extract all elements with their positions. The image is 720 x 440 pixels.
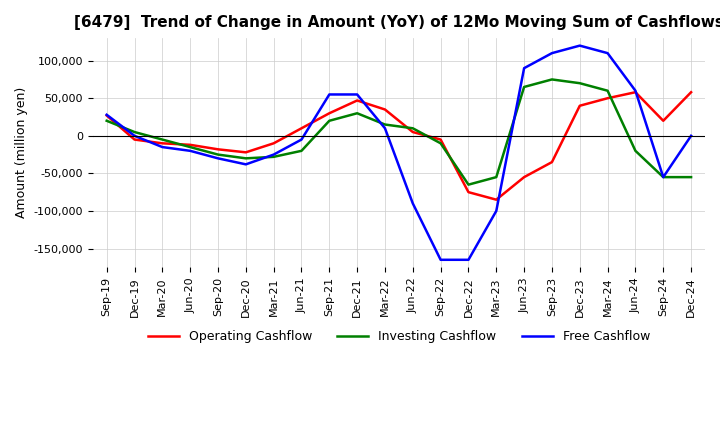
Free Cashflow bbox=[353, 92, 361, 97]
Operating Cashflow bbox=[214, 147, 222, 152]
Investing Cashflow bbox=[241, 156, 250, 161]
Investing Cashflow bbox=[631, 148, 640, 154]
Investing Cashflow bbox=[297, 148, 306, 154]
Legend: Operating Cashflow, Investing Cashflow, Free Cashflow: Operating Cashflow, Investing Cashflow, … bbox=[143, 325, 655, 348]
Free Cashflow bbox=[130, 133, 139, 139]
Y-axis label: Amount (million yen): Amount (million yen) bbox=[15, 87, 28, 218]
Free Cashflow bbox=[408, 201, 417, 206]
Operating Cashflow bbox=[548, 159, 557, 165]
Investing Cashflow bbox=[158, 137, 166, 142]
Investing Cashflow bbox=[464, 182, 473, 187]
Free Cashflow bbox=[186, 148, 194, 154]
Investing Cashflow bbox=[659, 175, 667, 180]
Free Cashflow bbox=[464, 257, 473, 262]
Free Cashflow bbox=[436, 257, 445, 262]
Line: Free Cashflow: Free Cashflow bbox=[107, 46, 691, 260]
Investing Cashflow bbox=[353, 110, 361, 116]
Operating Cashflow bbox=[130, 137, 139, 142]
Free Cashflow bbox=[603, 51, 612, 56]
Investing Cashflow bbox=[520, 84, 528, 90]
Title: [6479]  Trend of Change in Amount (YoY) of 12Mo Moving Sum of Cashflows: [6479] Trend of Change in Amount (YoY) o… bbox=[74, 15, 720, 30]
Operating Cashflow bbox=[631, 90, 640, 95]
Operating Cashflow bbox=[186, 142, 194, 147]
Free Cashflow bbox=[520, 66, 528, 71]
Investing Cashflow bbox=[548, 77, 557, 82]
Investing Cashflow bbox=[186, 144, 194, 150]
Free Cashflow bbox=[575, 43, 584, 48]
Investing Cashflow bbox=[575, 81, 584, 86]
Operating Cashflow bbox=[520, 175, 528, 180]
Operating Cashflow bbox=[353, 98, 361, 103]
Free Cashflow bbox=[631, 88, 640, 93]
Operating Cashflow bbox=[269, 141, 278, 146]
Operating Cashflow bbox=[687, 90, 696, 95]
Operating Cashflow bbox=[492, 197, 500, 202]
Operating Cashflow bbox=[436, 137, 445, 142]
Investing Cashflow bbox=[381, 122, 390, 127]
Investing Cashflow bbox=[214, 152, 222, 157]
Operating Cashflow bbox=[241, 150, 250, 155]
Operating Cashflow bbox=[102, 113, 111, 118]
Free Cashflow bbox=[548, 51, 557, 56]
Free Cashflow bbox=[659, 175, 667, 180]
Free Cashflow bbox=[158, 144, 166, 150]
Operating Cashflow bbox=[381, 107, 390, 112]
Investing Cashflow bbox=[269, 154, 278, 159]
Operating Cashflow bbox=[408, 129, 417, 135]
Operating Cashflow bbox=[575, 103, 584, 108]
Investing Cashflow bbox=[603, 88, 612, 93]
Free Cashflow bbox=[297, 137, 306, 142]
Line: Investing Cashflow: Investing Cashflow bbox=[107, 80, 691, 185]
Free Cashflow bbox=[325, 92, 333, 97]
Investing Cashflow bbox=[325, 118, 333, 123]
Free Cashflow bbox=[269, 152, 278, 157]
Investing Cashflow bbox=[687, 175, 696, 180]
Operating Cashflow bbox=[603, 95, 612, 101]
Free Cashflow bbox=[102, 112, 111, 117]
Free Cashflow bbox=[492, 208, 500, 213]
Investing Cashflow bbox=[102, 118, 111, 123]
Operating Cashflow bbox=[297, 126, 306, 131]
Investing Cashflow bbox=[408, 126, 417, 131]
Operating Cashflow bbox=[158, 141, 166, 146]
Free Cashflow bbox=[241, 162, 250, 167]
Investing Cashflow bbox=[492, 175, 500, 180]
Free Cashflow bbox=[687, 133, 696, 139]
Investing Cashflow bbox=[436, 141, 445, 146]
Free Cashflow bbox=[214, 156, 222, 161]
Investing Cashflow bbox=[130, 129, 139, 135]
Operating Cashflow bbox=[659, 118, 667, 123]
Line: Operating Cashflow: Operating Cashflow bbox=[107, 92, 691, 200]
Operating Cashflow bbox=[325, 110, 333, 116]
Free Cashflow bbox=[381, 126, 390, 131]
Operating Cashflow bbox=[464, 190, 473, 195]
